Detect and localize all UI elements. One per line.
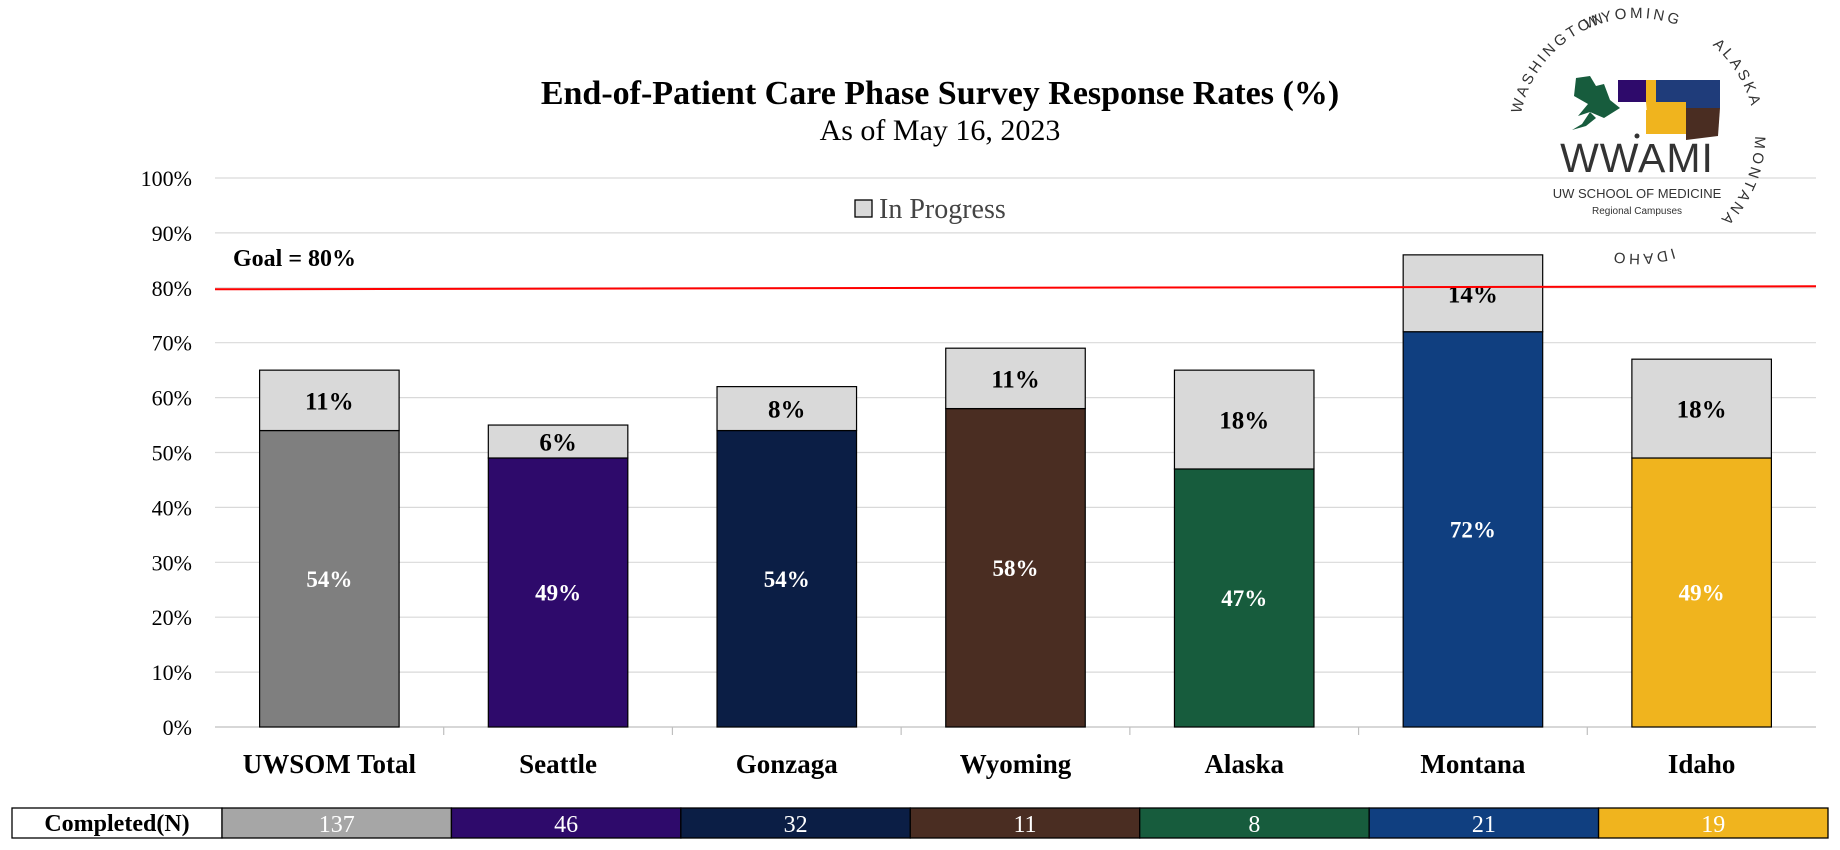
bar-in-progress <box>716 386 858 432</box>
table-header: Completed(N) <box>44 811 189 837</box>
ring-dot <box>1634 133 1640 139</box>
data-label-in-progress: 14% <box>1448 281 1498 308</box>
bar-in-progress <box>1631 358 1773 459</box>
y-tick-label: 10% <box>152 660 192 685</box>
bar-completed <box>487 457 629 728</box>
table-value: 32 <box>784 812 808 838</box>
y-tick-label: 60% <box>152 386 192 411</box>
data-label-completed: 58% <box>993 556 1039 581</box>
y-tick-label: 50% <box>152 441 192 466</box>
y-tick-label: 80% <box>152 276 192 301</box>
bar-completed <box>1402 331 1544 728</box>
bar-in-progress <box>258 369 400 432</box>
data-label-completed: 54% <box>764 567 810 592</box>
x-category-label: Alaska <box>1204 749 1284 779</box>
bar-in-progress <box>487 424 629 459</box>
table-cell <box>450 807 682 839</box>
table-cell <box>909 807 1141 839</box>
data-label-in-progress: 11% <box>991 366 1040 393</box>
legend-swatch-in-progress <box>854 199 873 218</box>
bar-completed <box>1631 457 1773 728</box>
x-axis: UWSOM Total Seattle Gonzaga Wyoming Alaska Mo… <box>243 727 1736 779</box>
bar-completed <box>716 429 858 728</box>
x-category-label: Wyoming <box>960 749 1072 779</box>
map-icon <box>1572 76 1720 140</box>
data-label-in-progress: 18% <box>1677 397 1727 424</box>
x-category-label: Gonzaga <box>736 749 839 779</box>
data-label-in-progress: 8% <box>768 397 806 424</box>
legend-label-in-progress: In Progress <box>879 194 1006 225</box>
goal: Goal = 80% <box>214 246 1817 291</box>
bar-completed <box>258 429 400 728</box>
table-header-cell <box>11 807 223 839</box>
table-value: 21 <box>1472 812 1496 838</box>
logo-line-1: UW SCHOOL OF MEDICINE <box>1553 186 1722 201</box>
goal-line <box>214 285 1817 291</box>
bars: 54% 11% 49% 6% 54% 8% 58% 11% 47% 18% 72% 14% 49% 18% <box>258 254 1773 728</box>
y-tick-label: 70% <box>152 331 192 356</box>
completed-table: Completed(N) 137 46 32 11 8 21 19 <box>11 807 1829 839</box>
y-tick-label: 30% <box>152 550 192 575</box>
goal-label: Goal = 80% <box>233 246 356 272</box>
data-label-completed: 54% <box>306 567 352 592</box>
y-axis: 0% 10% 20% 30% 40% 50% 60% 70% 80% 90% 100% <box>141 166 192 740</box>
data-label-in-progress: 11% <box>305 388 354 415</box>
table-cell <box>1139 807 1370 839</box>
logo-line-2: Regional Campuses <box>1592 206 1682 217</box>
table-value: 8 <box>1248 812 1260 838</box>
logo-wordmark: WWAMI <box>1560 135 1714 181</box>
data-label-completed: 47% <box>1221 586 1267 611</box>
table-cell <box>221 807 453 839</box>
y-tick-label: 40% <box>152 495 192 520</box>
data-label-in-progress: 6% <box>539 430 577 457</box>
table-cell <box>680 807 911 839</box>
table-cell <box>1597 807 1829 839</box>
y-tick-label: 100% <box>141 166 192 191</box>
table-value: 137 <box>319 812 355 838</box>
y-tick-label: 20% <box>152 605 192 630</box>
bar-in-progress <box>1402 254 1544 333</box>
y-tick-label: 0% <box>163 715 192 740</box>
x-category-label: Idaho <box>1668 749 1736 779</box>
y-tick-label: 90% <box>152 221 192 246</box>
table-value: 11 <box>1013 812 1036 838</box>
data-label-completed: 49% <box>535 580 581 605</box>
bar-completed <box>1173 468 1315 728</box>
data-label-completed: 72% <box>1450 517 1496 542</box>
bar-in-progress <box>1173 369 1315 470</box>
x-category-label: UWSOM Total <box>243 749 417 779</box>
data-label-in-progress: 18% <box>1219 408 1269 435</box>
x-category-label: Montana <box>1420 749 1526 779</box>
data-label-completed: 49% <box>1679 580 1725 605</box>
table-value: 19 <box>1701 812 1725 838</box>
x-category-label: Seattle <box>519 749 597 779</box>
legend: In Progress <box>854 194 1006 225</box>
chart-title: End-of-Patient Care Phase Survey Respons… <box>541 75 1339 112</box>
bar-in-progress <box>945 347 1086 410</box>
chart-subtitle: As of May 16, 2023 <box>820 114 1061 147</box>
table-cell <box>1368 807 1600 839</box>
table-value: 46 <box>554 812 578 838</box>
